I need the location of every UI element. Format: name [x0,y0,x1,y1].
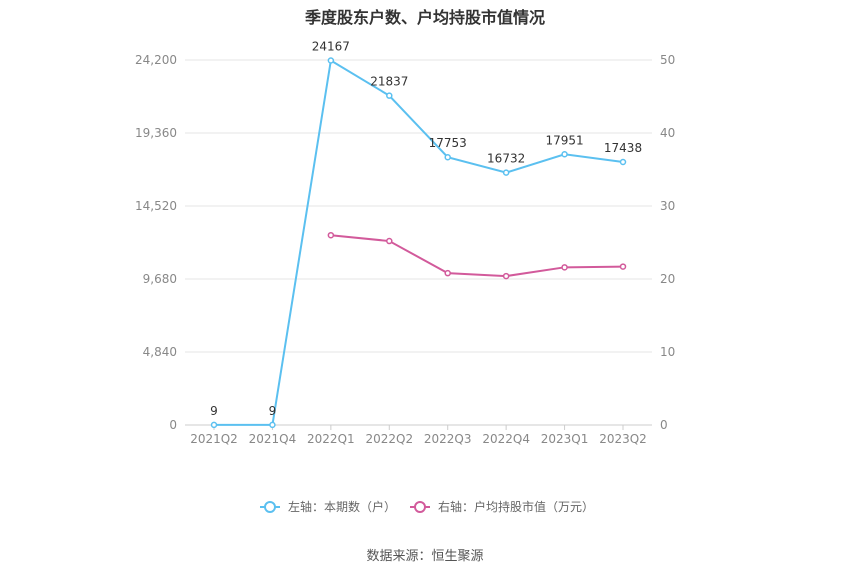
left-tick-label: 9,680 [143,272,177,286]
left-tick-label: 4,840 [143,345,177,359]
data-point-left [210,421,218,429]
chart-title: 季度股东户数、户均持股市值情况 [304,8,545,27]
data-point-right [502,272,510,280]
data-point-right [327,231,335,239]
data-label: 16732 [487,152,525,166]
right-tick-label: 20 [660,272,675,286]
series-line-left [214,58,624,426]
data-point-right [561,264,568,271]
x-tick-label: 2022Q2 [365,432,413,446]
grid-lines [185,59,652,426]
data-point-left [386,92,393,99]
data-point-right [444,269,451,277]
legend-label-right: 右轴：户均持股市值（万元） [438,499,594,514]
data-point-right [619,263,627,270]
right-tick-label: 50 [660,53,675,67]
x-tick-label: 2022Q1 [307,432,355,446]
data-label: 21837 [370,75,408,89]
legend[interactable]: 左轴：本期数（户） 右轴：户均持股市值（万元） [260,499,594,514]
x-tick-label: 2023Q2 [599,432,647,446]
data-point-right [386,237,393,245]
right-tick-label: 30 [660,199,675,213]
right-tick-label: 10 [660,345,675,359]
legend-marker-right [414,501,426,513]
data-point-left [269,421,276,429]
x-tick-label: 2021Q4 [249,432,297,446]
data-label: 24167 [312,39,350,53]
data-point-left [619,158,627,166]
data-label: 17753 [429,136,467,150]
data-point-left [327,57,335,64]
left-tick-label: 0 [169,418,177,432]
x-tick-label: 2023Q1 [541,432,589,446]
series-line-right [330,234,624,278]
x-tick-label: 2021Q2 [190,432,238,446]
left-tick-label: 19,360 [135,126,177,140]
x-axis: 2021Q2 2021Q4 2022Q1 2022Q2 2022Q3 2022Q4 2023… [190,425,647,446]
data-label: 9 [210,404,218,418]
x-tick-label: 2022Q4 [482,432,530,446]
left-tick-label: 14,520 [135,199,177,213]
data-point-left [561,151,568,158]
left-axis: 0 4,840 9,680 14,520 19,360 24,200 [135,53,177,432]
legend-marker-left [264,501,276,513]
legend-label-left: 左轴：本期数（户） [288,499,396,514]
data-source: 数据来源：恒生聚源 [366,549,484,564]
data-label: 17438 [604,141,642,155]
x-tick-label: 2022Q3 [424,432,472,446]
data-point-left [444,153,451,161]
right-tick-label: 0 [660,418,668,432]
data-label: 9 [269,404,277,418]
left-tick-label: 24,200 [135,53,177,67]
data-label: 17951 [545,133,583,147]
series-group: 9 9 24167 21837 17753 16732 17951 17438 [210,39,642,429]
data-point-left [502,169,510,176]
right-axis: 0 10 20 30 40 50 [660,53,675,432]
right-tick-label: 40 [660,126,675,140]
